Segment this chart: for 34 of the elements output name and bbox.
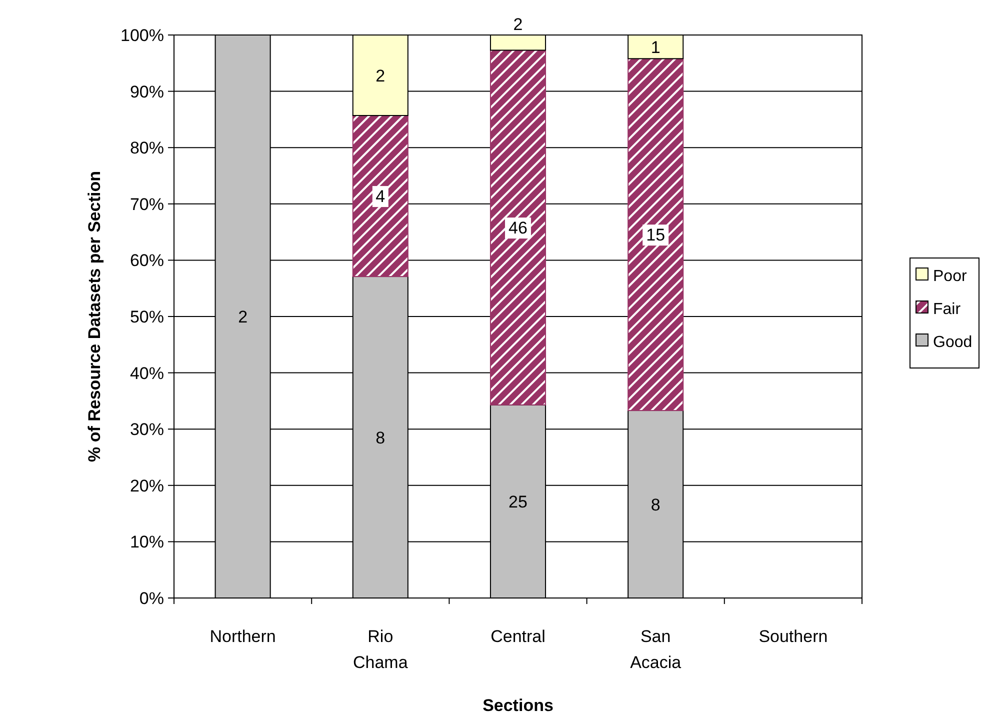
y-axis-title: % of Resource Datasets per Section <box>85 171 104 462</box>
x-axis-title: Sections <box>482 696 554 715</box>
bar <box>490 50 546 406</box>
annotation: 46 <box>508 218 528 238</box>
annotation: 2 <box>238 308 248 326</box>
legend-label: Poor <box>933 268 968 285</box>
y-tick-label: 70% <box>130 194 164 214</box>
text: 2 <box>513 15 523 34</box>
x-tick-label: Central <box>490 627 546 646</box>
annotation: 8 <box>376 428 386 448</box>
x-tick-label: Northern <box>210 627 276 646</box>
y-tick-label: 100% <box>120 26 164 45</box>
bar <box>628 58 684 412</box>
y-tick-label: 0% <box>139 589 164 608</box>
annotation: 4 <box>376 187 386 206</box>
annotation: 2 <box>376 66 386 86</box>
y-tick-label: 20% <box>130 476 164 496</box>
bar <box>352 115 408 278</box>
x-tick-label: San Acacia <box>630 627 682 672</box>
y-tick-label: 10% <box>130 532 164 552</box>
annotation: 1 <box>650 38 660 57</box>
y-tick-label: 40% <box>130 364 164 383</box>
annotation: 8 <box>650 495 660 514</box>
y-tick-label: 50% <box>130 308 164 326</box>
y-tick-label: 60% <box>130 251 164 270</box>
annotation: 25 <box>508 492 528 512</box>
y-tick-label: 30% <box>130 420 164 440</box>
x-tick-label: Southern <box>758 627 828 646</box>
y-tick-label: 80% <box>130 138 164 158</box>
annotation: 15 <box>646 226 666 245</box>
y-tick-label: 90% <box>130 82 164 102</box>
legend-label: Good <box>933 334 972 351</box>
legend-label: Fair <box>933 301 962 318</box>
x-tick-label: Rio Chama <box>352 627 408 672</box>
